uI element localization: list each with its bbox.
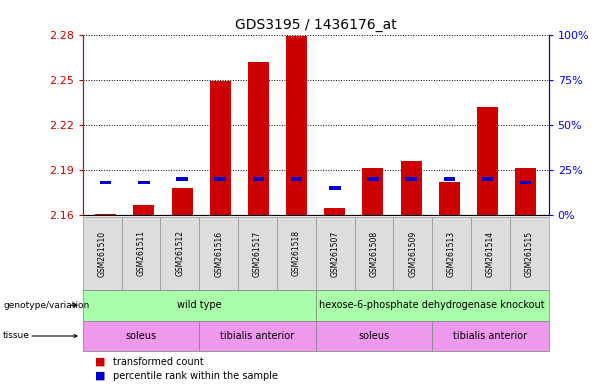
Text: GSM261516: GSM261516 (214, 230, 223, 276)
Text: tissue: tissue (3, 331, 30, 341)
Text: ■: ■ (95, 357, 105, 367)
Bar (248, 62, 269, 215)
Bar (444, 177, 455, 180)
Text: GSM261511: GSM261511 (137, 230, 145, 276)
Text: GSM261517: GSM261517 (253, 230, 262, 276)
Bar (367, 177, 379, 180)
Bar (210, 81, 230, 215)
Text: GSM261513: GSM261513 (447, 230, 456, 276)
Text: GSM261510: GSM261510 (97, 230, 107, 276)
Text: genotype/variation: genotype/variation (3, 301, 89, 310)
Bar (172, 188, 192, 215)
Bar (405, 177, 417, 180)
Bar (482, 177, 493, 180)
Bar (100, 181, 112, 184)
Bar (138, 181, 150, 184)
Bar (177, 177, 188, 180)
Text: GSM261515: GSM261515 (525, 230, 534, 276)
Text: hexose-6-phosphate dehydrogenase knockout: hexose-6-phosphate dehydrogenase knockou… (319, 300, 545, 310)
Bar (520, 181, 531, 184)
Text: GSM261512: GSM261512 (175, 230, 185, 276)
Bar (291, 177, 302, 180)
Bar (477, 107, 498, 215)
Bar (215, 177, 226, 180)
Text: soleus: soleus (126, 331, 156, 341)
Text: GSM261509: GSM261509 (408, 230, 417, 276)
Bar (515, 169, 536, 215)
Text: transformed count: transformed count (113, 357, 204, 367)
Bar (324, 207, 345, 215)
Text: ■: ■ (95, 371, 105, 381)
Bar (134, 205, 154, 215)
Title: GDS3195 / 1436176_at: GDS3195 / 1436176_at (235, 18, 397, 32)
Bar (286, 36, 307, 215)
Text: tibialis anterior: tibialis anterior (454, 331, 527, 341)
Bar (362, 169, 384, 215)
Text: GSM261518: GSM261518 (292, 230, 301, 276)
Bar (401, 161, 422, 215)
Text: GSM261508: GSM261508 (370, 230, 378, 276)
Text: GSM261514: GSM261514 (486, 230, 495, 276)
Bar (329, 186, 341, 190)
Text: percentile rank within the sample: percentile rank within the sample (113, 371, 278, 381)
Text: tibialis anterior: tibialis anterior (221, 331, 294, 341)
Text: wild type: wild type (177, 300, 221, 310)
Bar (439, 182, 460, 215)
Text: soleus: soleus (359, 331, 389, 341)
Bar (95, 214, 116, 215)
Bar (253, 177, 264, 180)
Text: GSM261507: GSM261507 (330, 230, 340, 276)
